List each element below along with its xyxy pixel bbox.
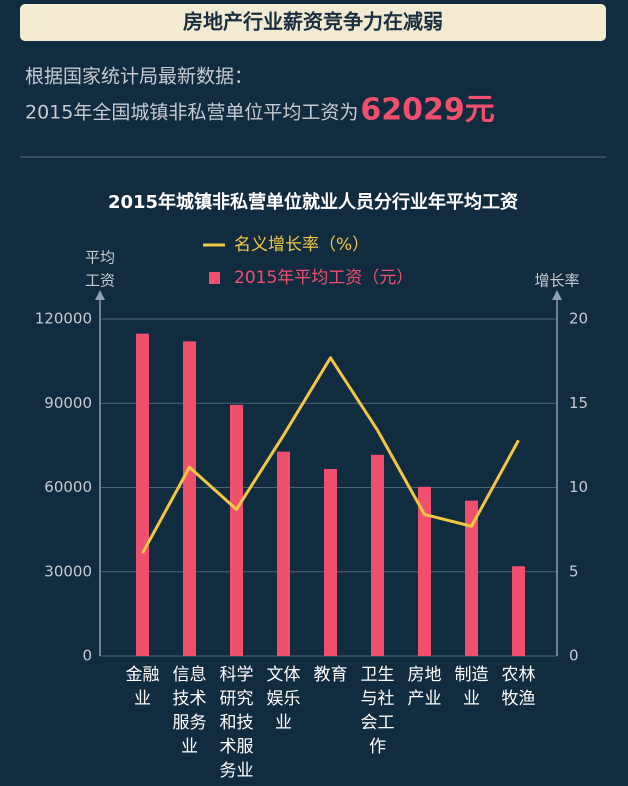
- y2-tick-label: 15: [569, 394, 588, 412]
- x-tick-label: 文体娱乐业: [267, 665, 301, 733]
- bar: [136, 333, 149, 656]
- y-tick-label: 120000: [35, 310, 92, 328]
- intro-line: 根据国家统计局最新数据：: [25, 66, 253, 88]
- legend-label: 2015年平均工资（元）: [234, 268, 413, 288]
- bar: [465, 500, 478, 656]
- bar: [371, 454, 384, 656]
- y-tick-label: 30000: [44, 562, 92, 580]
- x-tick-label: 房地产业: [408, 665, 442, 709]
- header-title: 房地产行业薪资竞争力在减弱: [183, 10, 443, 34]
- y-axis-label: 工资: [85, 272, 115, 290]
- x-tick-label: 金融业: [126, 665, 160, 709]
- bar: [324, 468, 337, 656]
- chart-title: 2015年城镇非私营单位就业人员分行业年平均工资: [108, 191, 518, 213]
- legend-swatch: [209, 272, 220, 284]
- x-tick-label: 信息技术服务业: [173, 665, 207, 757]
- intro-line: 2015年全国城镇非私营单位平均工资为: [25, 102, 358, 124]
- y2-tick-label: 20: [569, 310, 588, 328]
- bar: [183, 341, 196, 656]
- x-tick-label: 教育: [314, 665, 348, 685]
- y2-tick-label: 10: [569, 478, 588, 496]
- y2-tick-label: 5: [569, 562, 579, 580]
- bar: [277, 451, 290, 656]
- y2-tick-label: 0: [569, 647, 579, 665]
- line: [141, 356, 520, 554]
- highlight-number: 62029元: [360, 93, 494, 128]
- bar: [512, 566, 525, 656]
- axis-arrow: [95, 290, 105, 300]
- y-tick-label: 90000: [44, 394, 92, 412]
- bar: [418, 486, 431, 656]
- x-tick-label: 制造业: [455, 665, 489, 709]
- x-tick-label: 科学研究和技术服务业: [220, 665, 254, 781]
- legend-label: 名义增长率（%）: [234, 235, 369, 255]
- x-tick-label: 卫生与社会工作: [361, 665, 395, 757]
- header-bar: [20, 4, 606, 41]
- x-tick-label: 农林牧渔: [502, 665, 536, 709]
- y2-axis-label: 增长率: [534, 272, 579, 290]
- axis-arrow: [552, 290, 562, 300]
- bar: [230, 404, 243, 656]
- y-tick-label: 60000: [44, 478, 92, 496]
- y-tick-label: 0: [82, 647, 92, 665]
- y-axis-label: 平均: [85, 249, 115, 267]
